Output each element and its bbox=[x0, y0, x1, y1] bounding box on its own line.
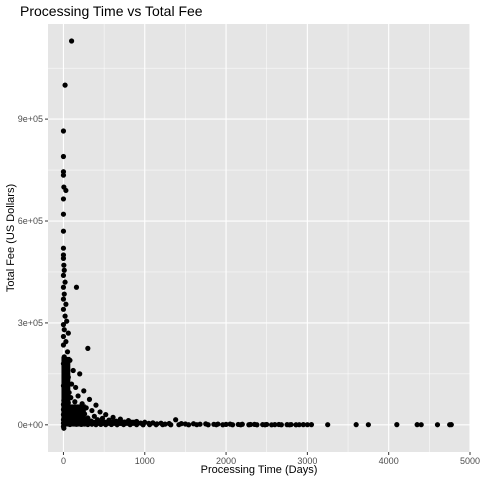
data-point bbox=[64, 318, 70, 324]
data-point bbox=[81, 388, 87, 394]
data-point bbox=[70, 367, 76, 374]
grid-lines bbox=[48, 24, 471, 452]
x-tick-label: 5000 bbox=[460, 456, 480, 466]
data-point bbox=[60, 306, 67, 312]
chart-title: Processing Time vs Total Fee bbox=[20, 3, 203, 19]
data-point bbox=[61, 291, 67, 297]
data-point bbox=[213, 422, 219, 428]
data-point bbox=[91, 413, 97, 419]
data-point bbox=[176, 422, 182, 428]
data-point bbox=[325, 422, 331, 428]
data-point bbox=[238, 422, 244, 428]
data-point bbox=[61, 267, 67, 273]
data-point bbox=[434, 422, 441, 428]
data-point bbox=[353, 422, 359, 428]
plot-panel bbox=[48, 24, 470, 452]
x-axis-ticks: 0 1000 2000 3000 4000 5000 bbox=[61, 452, 480, 466]
data-point bbox=[246, 422, 252, 428]
data-point bbox=[62, 82, 68, 88]
data-point bbox=[60, 284, 67, 290]
data-point bbox=[304, 422, 310, 428]
data-point bbox=[300, 422, 306, 428]
data-point bbox=[448, 422, 454, 428]
data-point bbox=[60, 322, 67, 328]
x-tick-label: 4000 bbox=[379, 456, 399, 466]
dense-point-cluster bbox=[61, 356, 71, 427]
data-point bbox=[62, 313, 68, 319]
data-point bbox=[93, 402, 99, 408]
data-point bbox=[418, 422, 424, 428]
data-point bbox=[75, 393, 81, 399]
data-point bbox=[68, 38, 75, 44]
data-point bbox=[65, 330, 71, 336]
dense-point-cluster bbox=[63, 419, 137, 426]
data-point bbox=[97, 409, 103, 415]
data-point bbox=[147, 422, 153, 428]
data-point bbox=[262, 422, 268, 428]
data-point bbox=[60, 172, 67, 178]
x-tick-label: 2000 bbox=[216, 456, 236, 466]
data-point bbox=[414, 422, 420, 428]
data-point bbox=[60, 272, 67, 278]
y-tick-label: 3e+05 bbox=[18, 318, 43, 328]
data-point bbox=[103, 412, 109, 418]
data-point bbox=[194, 422, 200, 428]
data-points bbox=[60, 38, 454, 431]
data-point bbox=[60, 196, 67, 202]
x-axis-label: Processing Time (Days) bbox=[201, 464, 318, 476]
data-point bbox=[64, 349, 71, 355]
data-point bbox=[286, 422, 293, 428]
data-point bbox=[293, 422, 299, 428]
data-point bbox=[85, 415, 91, 421]
data-point bbox=[278, 422, 284, 428]
data-point bbox=[229, 422, 236, 428]
data-point bbox=[173, 417, 179, 423]
data-point bbox=[61, 262, 67, 268]
data-point bbox=[89, 407, 95, 414]
data-point bbox=[140, 422, 146, 428]
data-point bbox=[62, 279, 68, 285]
y-tick-label: 6e+05 bbox=[18, 216, 43, 226]
y-tick-label: 9e+05 bbox=[18, 114, 43, 124]
data-point bbox=[63, 187, 69, 194]
data-point bbox=[168, 422, 174, 428]
data-point bbox=[60, 153, 67, 160]
data-point bbox=[394, 422, 400, 428]
y-axis-label: Total Fee (US Dollars) bbox=[5, 184, 17, 292]
data-point bbox=[110, 414, 116, 420]
data-point bbox=[60, 342, 67, 348]
data-point bbox=[72, 399, 78, 405]
data-point bbox=[254, 422, 260, 428]
data-point bbox=[205, 422, 211, 428]
data-point bbox=[63, 301, 69, 307]
data-point bbox=[186, 422, 192, 428]
data-point bbox=[73, 384, 79, 391]
data-point bbox=[61, 327, 67, 333]
data-point bbox=[60, 228, 67, 234]
data-point bbox=[220, 422, 226, 428]
x-tick-label: 3000 bbox=[297, 456, 317, 466]
data-point bbox=[73, 284, 80, 290]
data-point bbox=[160, 422, 166, 428]
y-axis-ticks: 0e+00 3e+05 6e+05 9e+05 bbox=[18, 114, 48, 430]
data-point bbox=[365, 422, 371, 428]
data-point bbox=[60, 128, 67, 134]
data-point bbox=[60, 255, 67, 261]
data-point bbox=[60, 245, 67, 251]
data-point bbox=[153, 422, 159, 428]
data-point bbox=[77, 371, 83, 377]
data-point bbox=[60, 211, 67, 217]
data-point bbox=[269, 422, 275, 428]
data-point bbox=[308, 422, 315, 428]
data-point bbox=[86, 396, 93, 402]
x-tick-label: 1000 bbox=[135, 456, 155, 466]
y-tick-label: 0e+00 bbox=[18, 420, 43, 430]
x-tick-label: 0 bbox=[61, 456, 66, 466]
data-point bbox=[60, 333, 67, 340]
data-point bbox=[85, 345, 91, 351]
data-point bbox=[60, 296, 67, 302]
